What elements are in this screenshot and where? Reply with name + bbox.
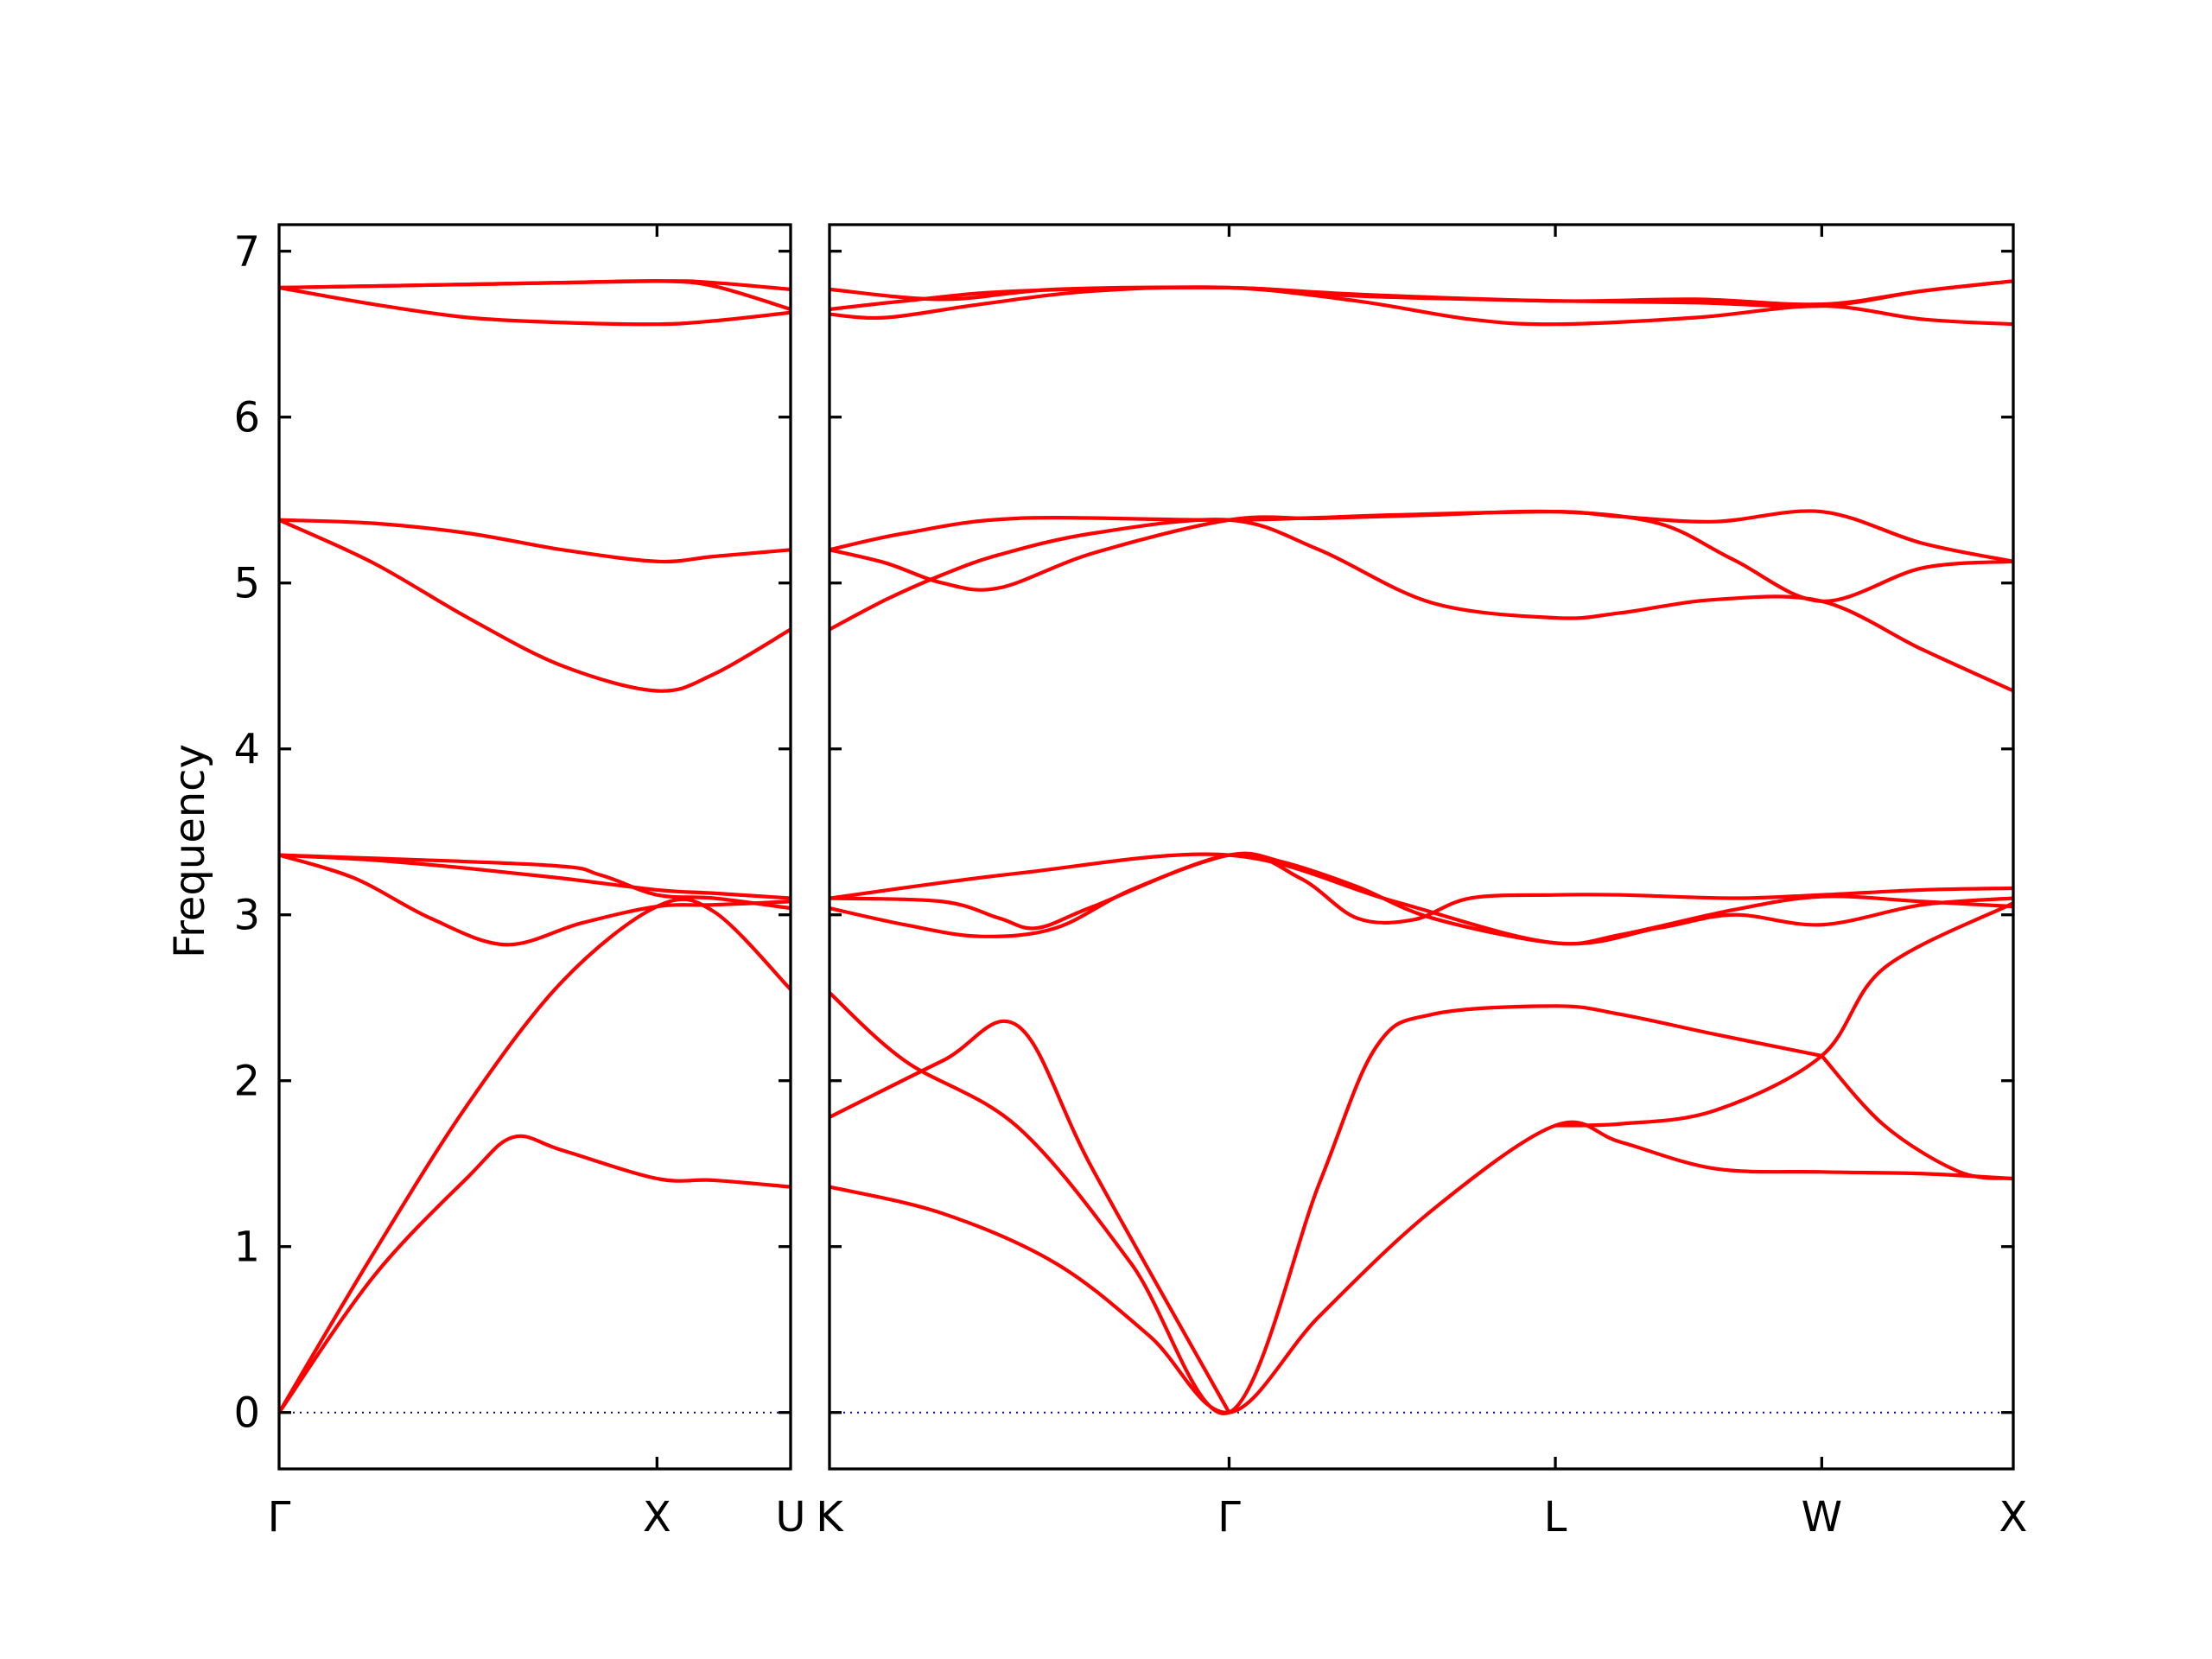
band-line-5 — [279, 853, 791, 911]
y-axis-label: Frequency — [166, 744, 214, 958]
chart-panels: 0 1 2 3 4 5 6 7 Γ X U K Γ L W X — [233, 223, 2028, 1541]
band-line-2 — [830, 990, 1824, 1415]
y-tick-label: 3 — [233, 892, 260, 940]
band-line-14 — [830, 279, 2013, 307]
x-tick-label: Γ — [1217, 1493, 1241, 1541]
x-tick-label: U — [775, 1493, 805, 1541]
band-line-8 — [830, 852, 2013, 946]
y-tick-label: 5 — [233, 560, 260, 608]
band-line-3 — [279, 853, 791, 947]
x-tick-label: L — [1544, 1493, 1567, 1541]
band-line-6 — [279, 518, 791, 693]
axes-frame — [828, 223, 2015, 1471]
band-line-3 — [830, 1019, 1231, 1414]
y-tick-label: 4 — [233, 726, 260, 774]
x-tick-label: W — [1802, 1493, 1842, 1541]
band-line-8 — [279, 285, 791, 327]
x-tick-label: K — [816, 1493, 844, 1541]
band-line-1 — [279, 1134, 791, 1414]
band-line-11 — [830, 509, 2013, 563]
y-tick-label: 7 — [233, 228, 260, 276]
band-line-7 — [279, 518, 791, 564]
y-tick-label: 1 — [233, 1224, 260, 1272]
band-line-6 — [830, 851, 2013, 946]
panel-1: 0 1 2 3 4 5 6 7 Γ X U — [233, 223, 806, 1541]
y-tick-label: 2 — [233, 1058, 260, 1106]
bands — [830, 279, 2013, 1415]
band-line-5 — [1820, 1053, 2013, 1181]
band-line-2 — [279, 897, 791, 1414]
axes-frame — [277, 223, 792, 1471]
band-line-4 — [1553, 901, 2013, 1128]
x-tick-label: Γ — [268, 1493, 291, 1541]
band-line-10 — [279, 279, 791, 291]
band-line-9 — [830, 518, 2013, 693]
band-line-10 — [830, 509, 2013, 603]
band-line-4 — [279, 853, 791, 900]
band-line-1 — [830, 1120, 2013, 1414]
band-line-7 — [830, 852, 2013, 931]
x-tick-label: X — [643, 1493, 671, 1541]
y-tick-label: 6 — [233, 394, 260, 442]
x-tick-label: X — [1999, 1493, 2028, 1541]
bands — [279, 279, 791, 1414]
y-tick-label: 0 — [233, 1389, 260, 1438]
